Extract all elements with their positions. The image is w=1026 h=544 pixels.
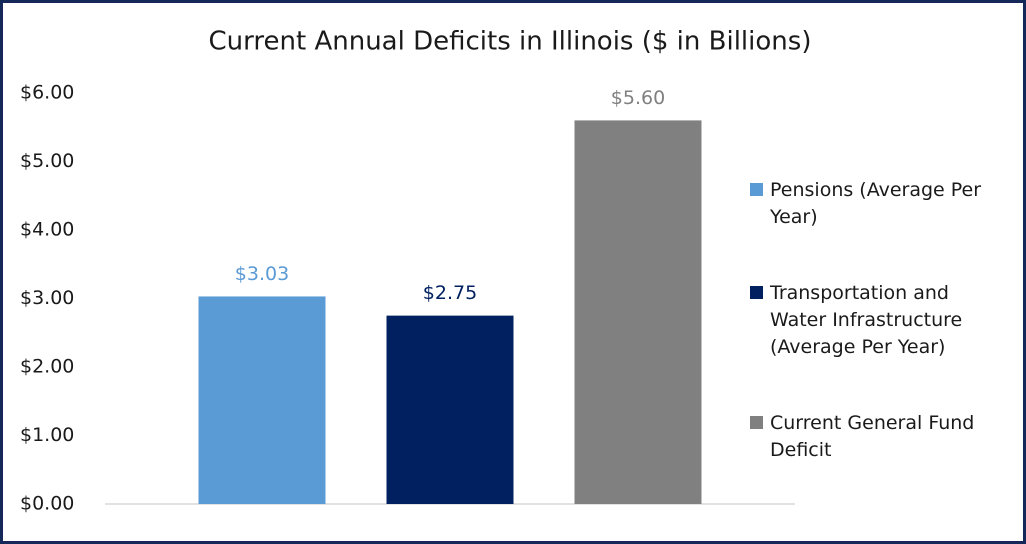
y-tick-label: $6.00 — [20, 82, 74, 104]
y-tick-label: $4.00 — [20, 219, 74, 241]
data-label: $3.03 — [235, 263, 289, 285]
bar — [386, 315, 514, 504]
y-tick-label: $2.00 — [20, 356, 74, 378]
legend-label: Current General Fund Deficit — [770, 412, 974, 461]
legend-swatch — [750, 286, 763, 299]
legend-swatch — [750, 416, 763, 429]
legend-label: Transportation and Water Infrastructure (A… — [769, 282, 962, 358]
legend-line: Pensions (Average Per — [770, 179, 981, 201]
legend-label: Pensions (Average Per Year) — [769, 179, 981, 228]
legend-line: Deficit — [770, 439, 831, 461]
bar — [574, 120, 702, 505]
y-tick-label: $5.00 — [20, 150, 74, 172]
legend-line: Current General Fund — [770, 412, 974, 434]
y-tick-label: $0.00 — [20, 493, 74, 515]
y-tick-label: $3.00 — [20, 287, 74, 309]
legend-line: Year) — [769, 206, 818, 228]
legend-line: Water Infrastructure — [770, 309, 962, 331]
data-label: $2.75 — [423, 282, 477, 304]
bar — [198, 296, 326, 504]
legend-line: Transportation and — [769, 282, 949, 304]
data-label: $5.60 — [611, 87, 665, 109]
y-tick-label: $1.00 — [20, 424, 74, 446]
legend-line: (Average Per Year) — [770, 336, 945, 358]
chart-title: Current Annual Deficits in Illinois ($ i… — [209, 27, 812, 57]
legend-swatch — [750, 183, 763, 196]
